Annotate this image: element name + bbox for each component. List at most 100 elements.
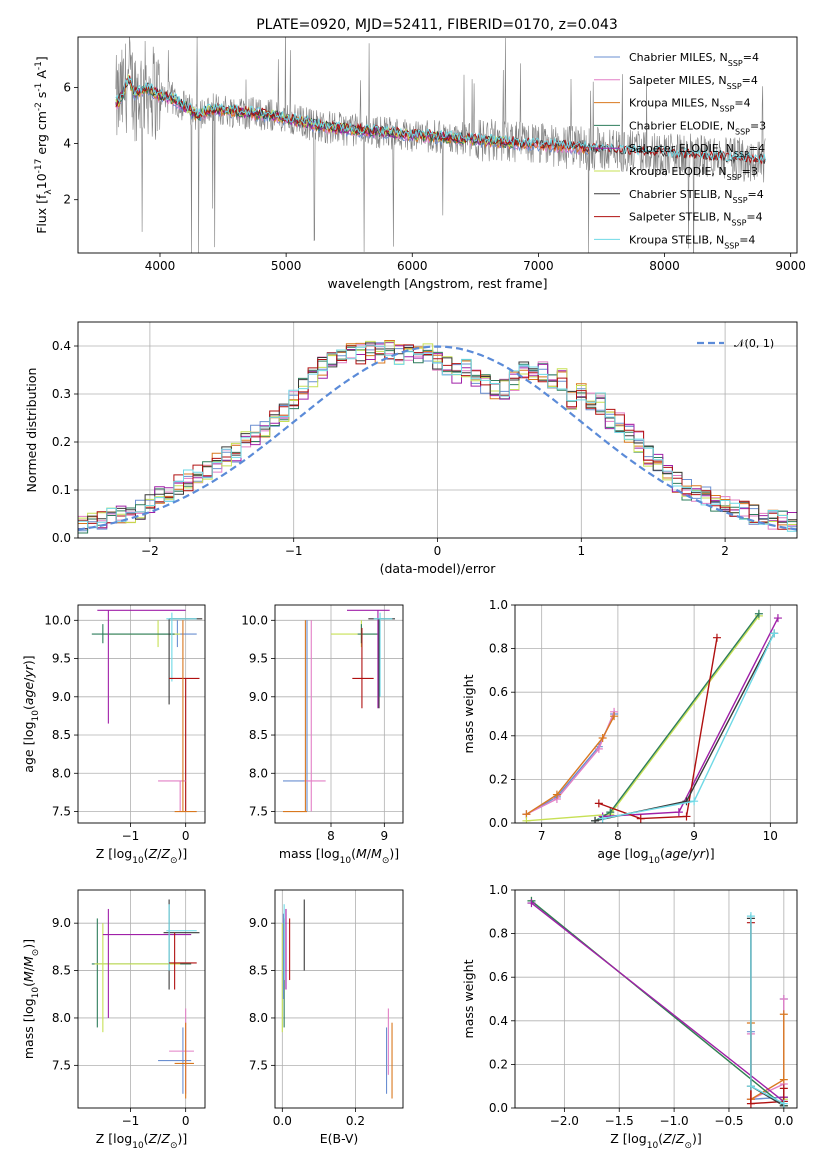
y-tick-label: 8.5 (52, 728, 71, 742)
y-tick-label: 0.1 (52, 483, 71, 497)
grid (78, 322, 797, 539)
y-tick-label: 0.4 (52, 339, 71, 353)
x-tick-label: −1.0 (660, 1114, 689, 1128)
legend-label: Salpeter MILES, NSSP=4 (629, 74, 758, 91)
x-tick-label: 7000 (523, 259, 554, 273)
y-tick-label: 0.0 (489, 816, 508, 830)
legend-label: Salpeter ELODIE, NSSP=4 (629, 142, 765, 159)
y-tick-label: 4 (63, 137, 71, 151)
x-tick-label: 0 (434, 544, 442, 558)
plot-area (283, 609, 395, 813)
series-line (598, 637, 718, 820)
y-tick-label: 8.0 (249, 1011, 268, 1025)
x-tick-label: 9 (690, 829, 698, 843)
series-marker (779, 1084, 788, 1093)
series-marker (598, 733, 607, 742)
y-tick-label: 8.0 (52, 766, 71, 780)
plot-area (522, 609, 782, 823)
y-tick-label: 7.5 (249, 805, 268, 819)
y-axis-label: Flux [fλ10-17 erg cm-2 s-1 A-1] (34, 56, 54, 234)
y-tick-label: 0.4 (489, 1014, 508, 1028)
legend-label: Chabrier MILES, NSSP=4 (629, 51, 759, 68)
histogram-step (78, 344, 797, 530)
x-tick-label: 0.2 (346, 1114, 365, 1128)
y-tick-label: 8.5 (249, 964, 268, 978)
y-axis-label: mass [log10(M/M⊙)] (21, 939, 41, 1059)
x-tick-label: 4000 (145, 259, 176, 273)
series-marker (690, 797, 699, 806)
y-tick-label: 9.5 (52, 652, 71, 666)
axes-frame (274, 889, 404, 1109)
x-tick-label: 9 (381, 829, 389, 843)
series-marker (636, 814, 645, 823)
x-tick-label: 8 (327, 829, 335, 843)
series-marker (682, 812, 691, 821)
x-axis-label: E(B-V) (320, 1131, 359, 1146)
y-tick-label: 7.5 (249, 1058, 268, 1072)
grid (275, 605, 403, 823)
y-tick-label: 9.0 (52, 690, 71, 704)
series-marker (779, 1010, 788, 1019)
plot-area (527, 896, 788, 1108)
x-tick-label: 6000 (397, 259, 428, 273)
plot-area (91, 609, 203, 813)
x-tick-label: −2.0 (550, 1114, 579, 1128)
y-tick-label: 2 (63, 193, 71, 207)
series-marker (779, 1099, 788, 1108)
y-tick-label: 8.5 (249, 728, 268, 742)
y-tick-label: 0.6 (489, 685, 508, 699)
series-marker (606, 808, 615, 817)
model-spectrum (115, 75, 766, 165)
x-tick-label: 2 (721, 544, 729, 558)
legend-label: Chabrier STELIB, NSSP=4 (629, 188, 764, 205)
y-axis-label: mass weight (461, 959, 476, 1038)
x-tick-label: 10 (763, 829, 778, 843)
residuals-histogram: −2 −1 0 1 2 0.0 0.1 0.2 0.3 0.4 (data-model)/error… (24, 321, 798, 576)
series-line (750, 918, 785, 1107)
x-tick-label: 5000 (271, 259, 302, 273)
legend-label: Salpeter STELIB, NSSP=4 (629, 211, 763, 228)
y-axis-label: Normed distribution (24, 368, 39, 493)
age-vs-mass-plot: 8 9 7.5 8.0 8.5 9.0 9.5 10.0 mass [log10(M/M⊙)] (241, 604, 404, 866)
y-tick-label: 0.0 (52, 531, 71, 545)
x-tick-label: 0.0 (774, 1114, 793, 1128)
plot-area (281, 899, 393, 1099)
y-tick-label: 10.0 (44, 613, 71, 627)
histogram-step (78, 342, 797, 530)
series-line (526, 713, 615, 815)
series-marker (682, 797, 691, 806)
y-tick-label: 9.0 (52, 916, 71, 930)
series-line (531, 900, 785, 1108)
legend-label: Kroupa MILES, NSSP=4 (629, 97, 751, 114)
series-marker (594, 799, 603, 808)
series-line (750, 916, 785, 1105)
x-tick-label: 0.0 (273, 1114, 292, 1128)
plot-area (91, 899, 200, 1099)
x-tick-label: 8 (614, 829, 622, 843)
mass-vs-ebv-plot: 0.0 0.2 7.5 8.0 8.5 9.0 E(B-V) (249, 889, 404, 1146)
series-marker (610, 712, 619, 721)
histogram-step (78, 344, 797, 532)
series-marker (754, 609, 763, 618)
series-line (750, 922, 785, 1105)
age-vs-metallicity-plot: −1 0 7.5 8.0 8.5 9.0 9.5 10.0 Z [log10(Z/Z⊙)] age… (21, 604, 206, 866)
y-tick-label: 7.5 (52, 1058, 71, 1072)
y-tick-label: 6 (63, 80, 71, 94)
y-tick-label: 8.5 (52, 964, 71, 978)
x-tick-label: 0 (182, 829, 190, 843)
series-line (526, 711, 615, 815)
series-line (750, 999, 785, 1101)
legend: 𝒩(0, 1) (697, 337, 774, 350)
axes-frame (274, 604, 404, 824)
series-marker (522, 816, 531, 823)
series-marker (746, 1099, 755, 1108)
x-tick-label: 7 (538, 829, 546, 843)
histogram-step (78, 342, 797, 530)
x-axis-label: Z [log10(Z/Z⊙)] (96, 1131, 188, 1151)
legend-label: Kroupa STELIB, NSSP=4 (629, 233, 755, 250)
x-tick-label: −1 (122, 1114, 140, 1128)
y-tick-label: 1.0 (489, 598, 508, 612)
series-marker (591, 816, 600, 823)
series-marker (674, 808, 683, 817)
